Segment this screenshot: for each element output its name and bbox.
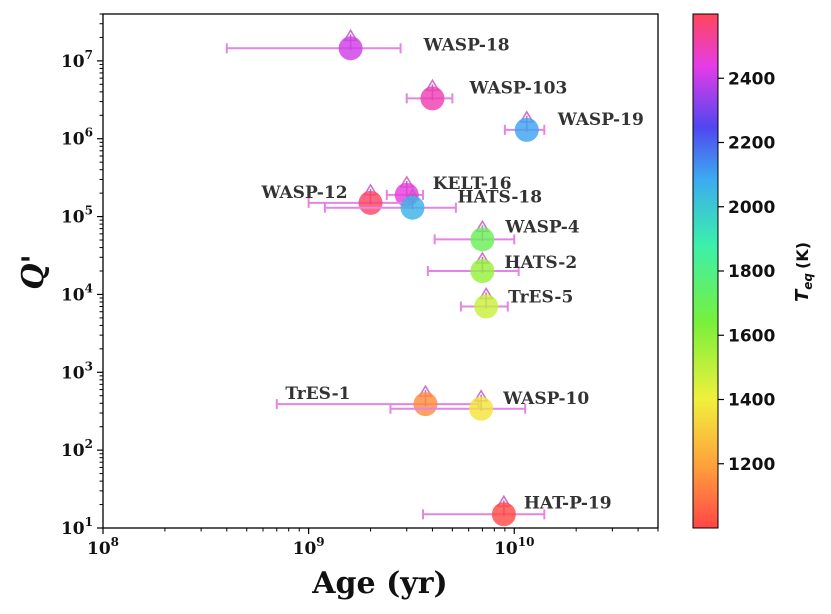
data-point: WASP-12: [260, 183, 408, 215]
point-label: WASP-4: [504, 217, 579, 237]
colorbar-tick-label: 1200: [728, 455, 775, 475]
point-label: WASP-10: [502, 389, 589, 409]
x-tick-label: 109: [293, 535, 325, 559]
y-axis-title: Q': [16, 254, 51, 289]
y-tick-label: 102: [61, 437, 93, 461]
point-label: WASP-103: [468, 78, 567, 98]
colorbar-tick-label: 1800: [728, 262, 775, 282]
data-point: TrES-1: [275, 384, 480, 417]
scatter-marker: [469, 396, 494, 421]
colorbar-tick-label: 2200: [728, 134, 775, 154]
scatter-marker: [491, 502, 516, 527]
colorbar-title-main: T: [792, 288, 813, 302]
scatter-marker: [338, 36, 363, 61]
point-label: KELT-16: [433, 174, 512, 194]
scatter-marker: [470, 259, 495, 283]
point-label: HATS-2: [504, 253, 577, 273]
x-tick-label: 1010: [494, 535, 534, 559]
data-point: HATS-18: [323, 188, 543, 220]
data-point: WASP-103: [405, 78, 567, 111]
scatter-marker: [474, 294, 499, 319]
point-label: WASP-18: [423, 35, 510, 55]
data-point: WASP-4: [433, 217, 580, 252]
data-point: WASP-19: [503, 110, 644, 142]
colorbar-tick-label: 1600: [728, 326, 775, 346]
data-point: TrES-5: [459, 286, 573, 319]
y-tick-label: 101: [61, 515, 93, 539]
colorbar-title-sub: eq: [801, 273, 815, 290]
colorbar-tick-label: 1400: [728, 391, 775, 411]
y-axis-title-text: Q': [16, 254, 51, 289]
y-tick-label: 105: [61, 204, 93, 228]
y-tick-label: 106: [61, 126, 93, 150]
colorbar-gradient: [692, 13, 719, 529]
plot-area: WASP-18 WASP-103 WASP-19 KELT-16 WASP-12 HATS…: [225, 28, 644, 527]
scatter-marker: [420, 86, 445, 111]
x-axis-title: Age (yr): [311, 566, 447, 601]
colorbar-tick-label: 2400: [728, 69, 775, 89]
scatter-marker: [514, 117, 539, 142]
x-axis: 108 109 1010: [87, 528, 659, 559]
point-label: TrES-5: [508, 287, 573, 307]
colorbar: 1200 1400 1600 1800 2000 2200 2400: [692, 13, 775, 529]
point-label: HATS-18: [458, 188, 543, 208]
svg-text:Teq(K): Teq (K): [792, 242, 815, 302]
colorbar-tick-label: 2000: [728, 198, 775, 218]
scatter-marker: [413, 392, 438, 417]
colorbar-title: Teq (K): [792, 242, 815, 302]
scatter-marker: [400, 195, 425, 220]
point-label: WASP-19: [557, 110, 644, 130]
point-label: HAT-P-19: [524, 493, 612, 513]
y-tick-label: 107: [61, 48, 93, 72]
data-point: WASP-18: [225, 28, 510, 61]
colorbar-title-unit: (K): [793, 242, 812, 269]
y-tick-label: 104: [61, 281, 93, 305]
data-point: HAT-P-19: [422, 493, 612, 527]
point-label: WASP-12: [260, 183, 347, 203]
y-axis: 101 102 103 104 105 106 107: [61, 13, 103, 539]
scatter-marker: [358, 190, 383, 215]
y-tick-label: 103: [61, 359, 93, 383]
x-tick-label: 108: [87, 535, 119, 559]
point-label: TrES-1: [285, 384, 350, 404]
data-point: WASP-10: [389, 389, 589, 421]
scatter-marker: [470, 227, 495, 252]
data-point: HATS-2: [426, 251, 577, 283]
